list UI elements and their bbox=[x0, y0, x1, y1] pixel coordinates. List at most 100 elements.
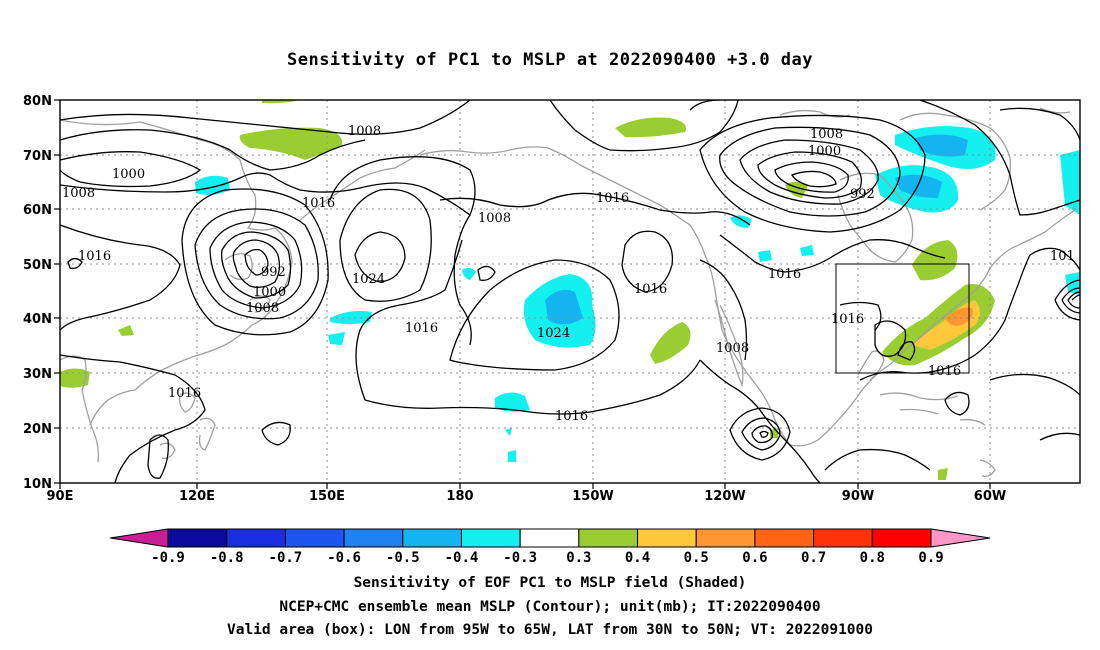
colorbar-label: 0.8 bbox=[860, 550, 885, 566]
contour-label: 1016 bbox=[555, 409, 588, 424]
coastline bbox=[60, 119, 293, 426]
colorbar-cell bbox=[813, 528, 873, 548]
coastline bbox=[837, 172, 914, 263]
isobar bbox=[1061, 287, 1080, 301]
isobar bbox=[944, 391, 970, 416]
map-title: Sensitivity of PC1 to MSLP at 2022090400… bbox=[286, 50, 813, 70]
isobar bbox=[60, 354, 206, 483]
colorbar-cell bbox=[167, 528, 228, 548]
contour-label: 1016 bbox=[405, 321, 438, 336]
colorbar-label: 0.4 bbox=[625, 550, 650, 566]
isobar bbox=[147, 434, 169, 479]
lat-tick-label: 20N bbox=[23, 422, 52, 437]
isobar bbox=[1067, 291, 1080, 301]
colorbar-cell bbox=[637, 528, 697, 548]
isobar bbox=[220, 231, 292, 299]
isobar bbox=[1061, 299, 1080, 314]
contour-label: 1016 bbox=[831, 312, 864, 327]
pos-shade-region bbox=[912, 240, 958, 281]
contour-label: 1008 bbox=[62, 186, 95, 201]
isobar bbox=[181, 188, 329, 336]
contour-label: 1000 bbox=[808, 144, 841, 159]
lat-tick-label: 80N bbox=[23, 94, 52, 109]
lat-tick-label: 70N bbox=[23, 149, 52, 164]
neg-shade-region bbox=[508, 450, 516, 462]
contour-label: 1008 bbox=[810, 127, 843, 142]
coastline bbox=[899, 112, 1012, 211]
isobar bbox=[60, 100, 471, 135]
colorbar-cell bbox=[284, 528, 345, 548]
colorbar-label: -0.5 bbox=[386, 550, 420, 566]
isobar bbox=[719, 234, 946, 273]
lat-tick-label: 10N bbox=[23, 477, 52, 492]
pos-shade-region bbox=[262, 100, 300, 104]
isobar bbox=[449, 259, 620, 371]
contour-label: 1008 bbox=[716, 341, 749, 356]
neg-shade-region bbox=[895, 174, 942, 198]
isobar bbox=[354, 231, 406, 283]
pos-shade-region bbox=[118, 325, 134, 336]
coastline bbox=[419, 146, 549, 156]
neg-shade-region bbox=[505, 428, 512, 436]
coastline bbox=[547, 147, 791, 446]
isobar bbox=[60, 129, 366, 171]
contour-label: 1016 bbox=[302, 196, 335, 211]
isobar bbox=[719, 126, 901, 217]
pos-shade-region bbox=[615, 117, 686, 138]
isobar bbox=[757, 151, 863, 199]
neg-shade-region bbox=[330, 310, 372, 324]
shaded-regions bbox=[60, 100, 1080, 480]
colorbar: -0.9 -0.8 -0.7 -0.6 -0.5 -0.4 -0.3 0.3 0.4 0.5 0.6… bbox=[109, 528, 991, 566]
coastline bbox=[979, 459, 996, 478]
lon-tick-label: 60W bbox=[974, 489, 1006, 504]
isobar bbox=[751, 425, 774, 444]
isobar bbox=[791, 170, 837, 188]
colorbar-cell bbox=[343, 528, 404, 548]
contour-labels: 1008 1000 1008 1016 992 1000 1008 1016 1… bbox=[62, 124, 1075, 424]
map-frame bbox=[59, 99, 1081, 484]
coastline bbox=[159, 442, 176, 459]
isobar bbox=[60, 151, 202, 188]
isobar bbox=[729, 407, 791, 461]
contour-label: 1024 bbox=[352, 272, 385, 287]
lon-tick-label: 90W bbox=[842, 489, 874, 504]
isobar bbox=[1067, 299, 1080, 309]
coastline bbox=[1039, 107, 1071, 114]
coastline bbox=[198, 417, 216, 451]
isobar bbox=[60, 224, 181, 331]
contour-label: 101 bbox=[1050, 249, 1075, 264]
isobar bbox=[999, 107, 1080, 141]
pos-shade-region bbox=[945, 307, 973, 326]
coastline bbox=[60, 355, 100, 463]
isobar bbox=[759, 430, 769, 438]
contour-label: 1000 bbox=[253, 285, 286, 300]
caption-line-3: Valid area (box): LON from 95W to 65W, L… bbox=[226, 622, 873, 638]
colorbar-label: -0.8 bbox=[210, 550, 244, 566]
contour-label: 1008 bbox=[478, 211, 511, 226]
isobar bbox=[60, 172, 471, 216]
colorbar-cells bbox=[167, 528, 932, 548]
neg-shade-region bbox=[328, 332, 345, 345]
neg-shade-region bbox=[495, 392, 530, 412]
colorbar-labels: -0.9 -0.8 -0.7 -0.6 -0.5 -0.4 -0.3 0.3 0.4 0.5 0.6… bbox=[151, 550, 944, 566]
neg-shade-region bbox=[545, 289, 583, 325]
isobar bbox=[897, 341, 916, 361]
colorbar-label: 0.9 bbox=[918, 550, 943, 566]
isobar bbox=[549, 100, 739, 152]
isobar bbox=[329, 156, 476, 346]
neg-shade-region bbox=[915, 134, 968, 157]
isobar bbox=[824, 448, 931, 471]
colorbar-label: -0.7 bbox=[269, 550, 303, 566]
isobar bbox=[699, 114, 926, 233]
isobar bbox=[741, 417, 781, 451]
colorbar-label: -0.6 bbox=[327, 550, 361, 566]
colorbar-label: 0.3 bbox=[566, 550, 591, 566]
lon-tick-label: 90E bbox=[47, 489, 74, 504]
isobar bbox=[839, 301, 882, 331]
colorbar-cell bbox=[578, 528, 639, 548]
lon-axis: 90E 120E 150E 180 150W 120W 90W 60W bbox=[47, 483, 1006, 504]
lat-axis: 80N 70N 60N 50N 40N 30N 20N 10N bbox=[23, 94, 60, 492]
colorbar-low-arrow bbox=[109, 528, 169, 548]
isobar bbox=[699, 359, 821, 483]
isobar bbox=[1039, 432, 1080, 441]
